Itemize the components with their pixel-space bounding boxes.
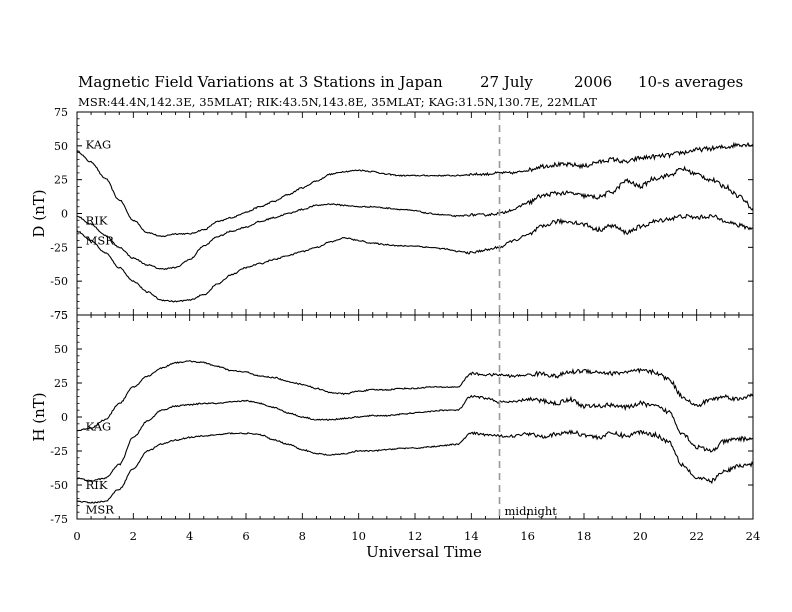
d-ytick-label: 50 bbox=[54, 140, 68, 153]
d-ytick-label: -50 bbox=[50, 275, 68, 288]
x-axis-label: Universal Time bbox=[366, 543, 482, 561]
xtick-label: 4 bbox=[186, 529, 193, 543]
h-ytick-label: 0 bbox=[61, 411, 68, 424]
h-panel: 75 50 25 0 -25 -50 -75 H (nT) KAG RIK MSR bbox=[30, 309, 754, 526]
chart-date: 27 July bbox=[480, 73, 533, 91]
d-series-msr bbox=[76, 213, 754, 303]
d-ytick-label: -25 bbox=[50, 241, 68, 254]
x-axis: 0 2 4 6 8 10 12 14 16 18 20 22 24 bbox=[73, 529, 760, 543]
d-ytick-label: 0 bbox=[61, 208, 68, 221]
d-ylabel: D (nT) bbox=[30, 189, 48, 237]
d-series-label-rik: RIK bbox=[86, 213, 108, 227]
h-ytick-label: 25 bbox=[54, 377, 68, 390]
h-series-kag bbox=[76, 360, 754, 432]
xtick-label: 24 bbox=[746, 529, 761, 543]
h-ytick-label: -50 bbox=[50, 479, 68, 492]
d-series-label-msr: MSR bbox=[86, 234, 115, 248]
chart-year: 2006 bbox=[574, 73, 613, 91]
h-ytick-label: 50 bbox=[54, 343, 68, 356]
xtick-label: 2 bbox=[130, 529, 137, 543]
chart-title: Magnetic Field Variations at 3 Stations … bbox=[78, 73, 443, 91]
h-ytick-label: -25 bbox=[50, 445, 68, 458]
chart-averaging: 10-s averages bbox=[638, 73, 744, 91]
xtick-label: 12 bbox=[408, 529, 423, 543]
xtick-label: 10 bbox=[351, 529, 366, 543]
h-series-label-kag: KAG bbox=[86, 420, 112, 434]
xtick-label: 0 bbox=[73, 529, 80, 543]
d-panel: 75 50 25 0 -25 -50 -75 D (nT) KAG RIK MSR bbox=[30, 106, 754, 322]
xtick-label: 20 bbox=[633, 529, 648, 543]
midnight-annotation: midnight bbox=[505, 504, 558, 518]
xtick-label: 22 bbox=[689, 529, 704, 543]
xtick-label: 8 bbox=[299, 529, 306, 543]
h-series-rik bbox=[76, 394, 754, 482]
h-series-msr bbox=[76, 429, 754, 504]
d-series-rik bbox=[76, 165, 754, 271]
xtick-label: 16 bbox=[520, 529, 535, 543]
h-series-label-rik: RIK bbox=[86, 478, 108, 492]
xtick-label: 6 bbox=[242, 529, 249, 543]
h-series-label-msr: MSR bbox=[86, 502, 115, 516]
d-ytick-label: -75 bbox=[50, 309, 68, 322]
xtick-label: 14 bbox=[464, 529, 479, 543]
h-ylabel: H (nT) bbox=[30, 392, 48, 441]
h-panel-frame bbox=[76, 314, 754, 520]
h-ytick-label: 75 bbox=[54, 309, 68, 322]
d-series-kag bbox=[76, 141, 754, 238]
stations-info: MSR:44.4N,142.3E, 35MLAT; RIK:43.5N,143.… bbox=[78, 95, 598, 109]
d-panel-frame bbox=[76, 111, 754, 316]
xtick-label: 18 bbox=[577, 529, 592, 543]
d-ytick-label: 75 bbox=[54, 106, 68, 119]
h-ytick-label: -75 bbox=[50, 513, 68, 526]
d-series-label-kag: KAG bbox=[86, 137, 112, 151]
d-ytick-label: 25 bbox=[54, 174, 68, 187]
